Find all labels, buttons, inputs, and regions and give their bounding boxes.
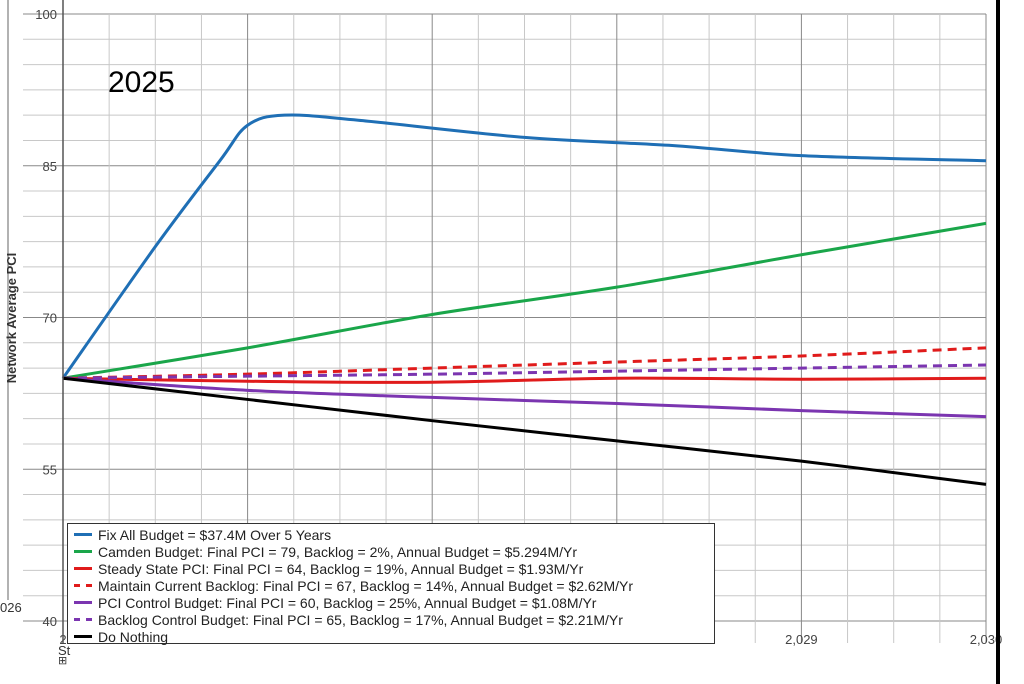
legend-entry: Fix All Budget = $37.4M Over 5 Years <box>74 526 714 543</box>
series-line-4 <box>62 376 987 419</box>
legend-swatch <box>74 584 92 587</box>
plot-frame <box>62 0 1000 684</box>
y-tick-label: 40 <box>43 614 57 629</box>
y-ticks: 100 85 70 55 40 <box>35 7 57 629</box>
expand-icon[interactable]: ⊞ <box>58 654 68 667</box>
y-tick-label: 70 <box>43 311 57 326</box>
legend-swatch <box>74 567 92 570</box>
legend-swatch <box>74 618 92 621</box>
legend-swatch <box>74 550 92 553</box>
legend-label: Camden Budget: Final PCI = 79, Backlog =… <box>98 543 578 560</box>
legend-label: PCI Control Budget: Final PCI = 60, Back… <box>98 594 597 611</box>
cut-left-tick-label: 026 <box>0 600 22 615</box>
chart-title: 2025 <box>108 66 175 99</box>
legend-swatch <box>74 601 92 604</box>
legend-entry: Do Nothing <box>74 628 714 645</box>
legend-entry: Maintain Current Backlog: Final PCI = 67… <box>74 577 714 594</box>
y-tick-label: 100 <box>35 7 57 22</box>
x-tick-label: 2,030 <box>970 632 1003 647</box>
legend-swatch <box>74 533 92 536</box>
y-tick-label: 55 <box>43 462 57 477</box>
legend-label: Fix All Budget = $37.4M Over 5 Years <box>98 526 332 543</box>
legend-label: Maintain Current Backlog: Final PCI = 67… <box>98 577 634 594</box>
legend-entry: Camden Budget: Final PCI = 79, Backlog =… <box>74 543 714 560</box>
legend-entry: Steady State PCI: Final PCI = 64, Backlo… <box>74 560 714 577</box>
legend: Fix All Budget = $37.4M Over 5 Years Camd… <box>67 523 715 645</box>
cut-bottom-left-label: St <box>58 643 71 658</box>
legend-swatch <box>74 635 92 638</box>
legend-label: Steady State PCI: Final PCI = 64, Backlo… <box>98 560 584 577</box>
series-line-2 <box>62 376 987 384</box>
legend-label: Backlog Control Budget: Final PCI = 65, … <box>98 611 623 628</box>
series-line-6 <box>62 376 987 486</box>
y-axis-label: Network Average PCI <box>4 253 19 384</box>
y-tick-label: 85 <box>43 159 57 174</box>
series-line-0 <box>61 113 987 380</box>
legend-entry: Backlog Control Budget: Final PCI = 65, … <box>74 611 714 628</box>
series-line-1 <box>62 221 987 380</box>
legend-label: Do Nothing <box>98 628 169 645</box>
series-lines <box>61 113 987 486</box>
x-tick-label: 2,029 <box>785 632 818 647</box>
legend-entry: PCI Control Budget: Final PCI = 60, Back… <box>74 594 714 611</box>
